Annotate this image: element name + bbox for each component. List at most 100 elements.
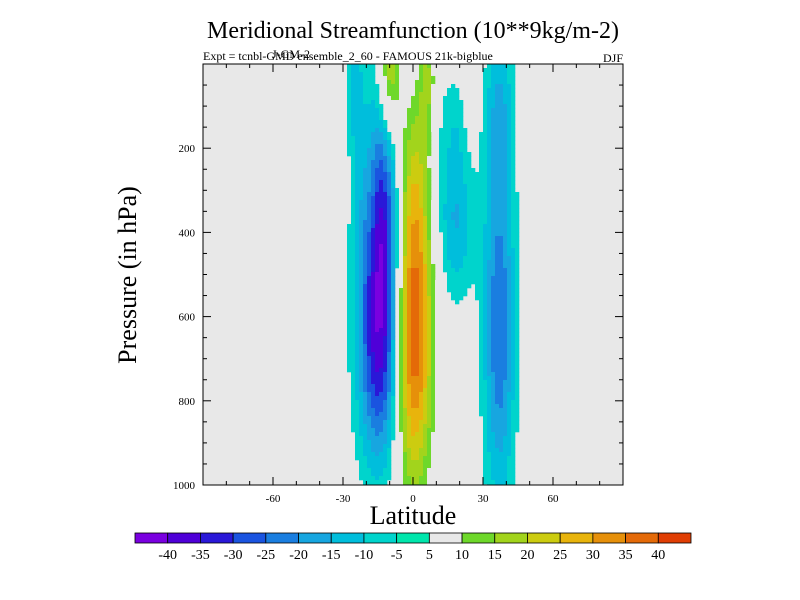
- contour-cell: [439, 168, 444, 173]
- contour-cell: [431, 364, 436, 369]
- contour-cell: [483, 180, 488, 185]
- contour-cell: [511, 64, 516, 69]
- contour-cell: [367, 120, 372, 125]
- contour-cell: [407, 88, 412, 93]
- contour-cell: [355, 276, 360, 281]
- contour-cell: [495, 388, 500, 393]
- contour-cell: [443, 268, 448, 273]
- contour-cell: [495, 444, 500, 449]
- contour-cell: [423, 212, 428, 217]
- contour-cell: [451, 232, 456, 237]
- contour-cell: [431, 336, 436, 341]
- contour-cell: [507, 244, 512, 249]
- contour-cell: [487, 264, 492, 269]
- contour-cell: [511, 96, 516, 101]
- contour-cell: [499, 280, 504, 285]
- contour-cell: [287, 96, 292, 101]
- contour-cell: [367, 312, 372, 317]
- contour-cell: [359, 72, 364, 77]
- contour-cell: [363, 464, 368, 469]
- contour-cell: [495, 364, 500, 369]
- contour-cell: [507, 160, 512, 165]
- contour-cell: [423, 392, 428, 397]
- contour-cell: [503, 140, 508, 145]
- contour-cell: [367, 128, 372, 133]
- contour-cell: [407, 248, 412, 253]
- contour-cell: [363, 304, 368, 309]
- contour-cell: [507, 228, 512, 233]
- contour-cell: [367, 268, 372, 273]
- contour-cell: [375, 140, 380, 145]
- contour-cell: [439, 356, 444, 361]
- contour-cell: [415, 72, 420, 77]
- contour-cell: [363, 280, 368, 285]
- contour-cell: [487, 104, 492, 109]
- contour-cell: [479, 280, 484, 285]
- contour-cell: [419, 392, 424, 397]
- contour-cell: [431, 356, 436, 361]
- contour-cell: [479, 256, 484, 261]
- contour-cell: [359, 116, 364, 121]
- contour-cell: [495, 412, 500, 417]
- contour-cell: [439, 364, 444, 369]
- contour-cell: [419, 428, 424, 433]
- contour-cell: [427, 476, 432, 481]
- contour-cell: [359, 444, 364, 449]
- contour-cell: [423, 224, 428, 229]
- contour-cell: [375, 324, 380, 329]
- contour-cell: [507, 120, 512, 125]
- contour-cell: [427, 360, 432, 365]
- contour-cell: [419, 312, 424, 317]
- contour-cell: [511, 128, 516, 133]
- contour-cell: [407, 84, 412, 89]
- contour-cell: [431, 404, 436, 409]
- contour-cell: [491, 480, 496, 485]
- contour-cell: [451, 184, 456, 189]
- contour-cell: [427, 264, 432, 269]
- contour-cell: [515, 232, 520, 237]
- contour-cell: [411, 304, 416, 309]
- contour-cell: [399, 260, 404, 265]
- contour-cell: [495, 104, 500, 109]
- contour-cell: [419, 400, 424, 405]
- contour-cell: [423, 444, 428, 449]
- contour-cell: [391, 80, 396, 85]
- contour-cell: [375, 160, 380, 165]
- contour-cell: [427, 248, 432, 253]
- contour-cell: [499, 388, 504, 393]
- contour-cell: [399, 436, 404, 441]
- contour-cell: [291, 156, 296, 161]
- contour-cell: [379, 476, 384, 481]
- contour-cell: [367, 72, 372, 77]
- contour-cell: [431, 420, 436, 425]
- contour-cell: [515, 268, 520, 273]
- contour-cell: [439, 180, 444, 185]
- contour-cell: [511, 420, 516, 425]
- contour-cell: [487, 160, 492, 165]
- contour-cell: [499, 428, 504, 433]
- contour-cell: [363, 412, 368, 417]
- contour-cell: [459, 164, 464, 169]
- contour-cell: [367, 456, 372, 461]
- contour-cell: [427, 244, 432, 249]
- contour-cell: [363, 72, 368, 77]
- contour-cell: [431, 472, 436, 477]
- contour-cell: [419, 192, 424, 197]
- contour-cell: [491, 468, 496, 473]
- contour-cell: [391, 384, 396, 389]
- contour-cell: [495, 64, 500, 69]
- contour-cell: [407, 80, 412, 85]
- contour-cell: [375, 264, 380, 269]
- contour-cell: [399, 344, 404, 349]
- contour-cell: [447, 172, 452, 177]
- contour-cell: [415, 116, 420, 121]
- contour-cell: [291, 64, 296, 69]
- contour-cell: [375, 448, 380, 453]
- contour-cell: [363, 284, 368, 289]
- contour-cell: [443, 132, 448, 137]
- contour-cell: [395, 228, 400, 233]
- contour-cell: [503, 84, 508, 89]
- contour-cell: [511, 140, 516, 145]
- contour-cell: [391, 324, 396, 329]
- contour-cell: [295, 68, 300, 73]
